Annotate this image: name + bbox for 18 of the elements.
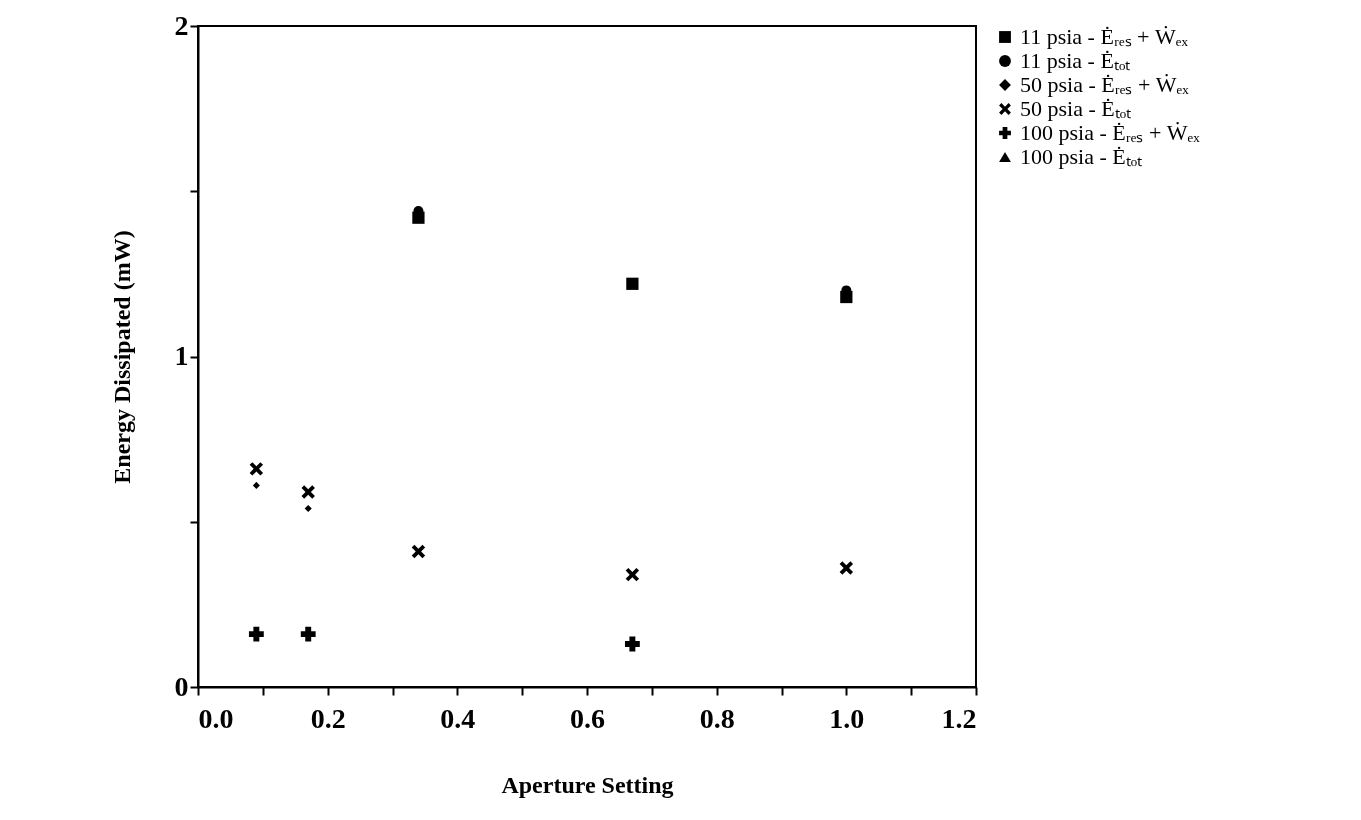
x-tick-label: 0.0 — [198, 702, 234, 734]
y-axis-title: Energy Dissipated (mW) — [108, 230, 135, 484]
y-tick-label: 0 — [174, 670, 189, 702]
y-tick-label: 2 — [174, 9, 189, 41]
legend-label: 100 psia - Ėᵣₑₛ + Ẇₑₓ — [1020, 120, 1201, 145]
x-tick-label: 0.8 — [699, 702, 735, 734]
legend-label: 50 psia - Ėᵣₑₛ + Ẇₑₓ — [1020, 72, 1190, 97]
legend-label: 11 psia - Ėᵣₑₛ + Ẇₑₓ — [1020, 24, 1189, 49]
x-axis-title: Aperture Setting — [501, 771, 674, 798]
legend-label: 50 psia - Ėₜₒₜ — [1020, 96, 1132, 121]
y-tick-label: 1 — [174, 340, 189, 371]
legend-label: 11 psia - Ėₜₒₜ — [1020, 48, 1131, 73]
x-tick-label: 0.4 — [440, 702, 476, 734]
x-tick-label: 1.0 — [829, 702, 865, 734]
legend-label: 100 psia - Ėₜₒₜ — [1020, 144, 1143, 169]
x-tick-label: 0.2 — [310, 702, 346, 734]
x-tick-label: 1.2 — [941, 702, 977, 734]
x-tick-label: 0.6 — [570, 702, 605, 734]
